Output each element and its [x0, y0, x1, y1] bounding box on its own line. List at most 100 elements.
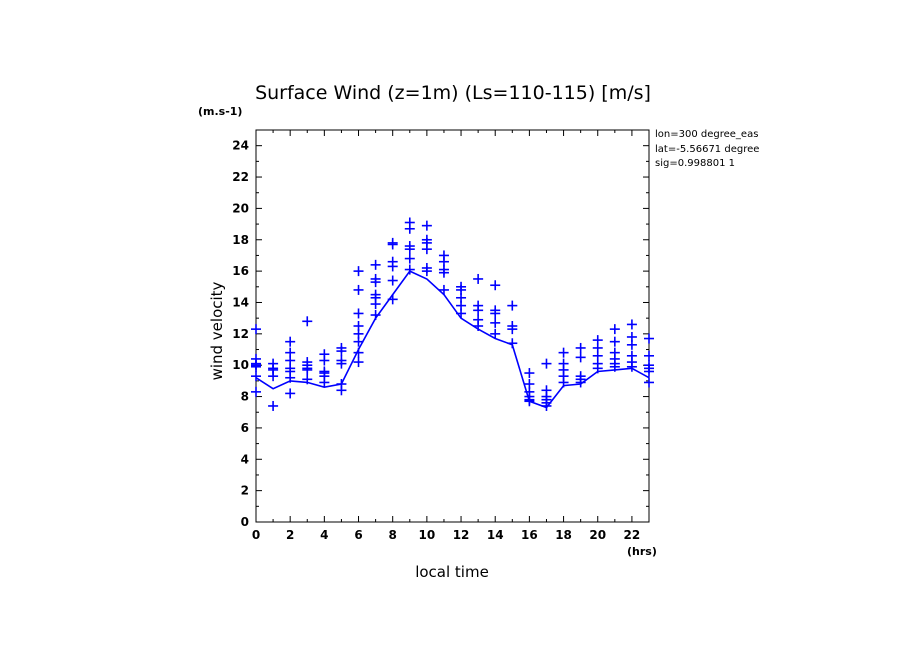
- plus-marker: [644, 377, 654, 388]
- y-unit-label: (m.s-1): [198, 105, 242, 118]
- plus-marker: [353, 336, 364, 347]
- plus-marker: [370, 259, 381, 270]
- plus-marker: [541, 400, 552, 411]
- info-line-sig: sig=0.998801 1: [655, 158, 735, 169]
- plus-marker: [285, 372, 296, 383]
- y-tick-label: 10: [232, 358, 249, 372]
- plus-marker: [524, 396, 535, 407]
- plus-marker: [507, 324, 518, 335]
- plus-marker: [438, 284, 449, 295]
- plus-marker: [626, 319, 637, 330]
- plus-marker: [370, 299, 381, 310]
- plus-marker: [524, 368, 535, 379]
- plus-marker: [490, 317, 501, 328]
- x-tick-label: 14: [487, 528, 504, 542]
- plus-marker: [302, 316, 313, 327]
- plus-marker: [268, 400, 279, 411]
- x-tick-label: 22: [624, 528, 641, 542]
- plus-marker: [251, 324, 261, 335]
- plus-marker: [353, 266, 364, 277]
- x-tick-label: 4: [320, 528, 328, 542]
- plus-marker: [251, 386, 261, 397]
- plus-marker: [473, 305, 484, 316]
- plus-marker: [507, 300, 518, 311]
- info-line-lon: lon=300 degree_eas: [655, 129, 758, 140]
- plus-marker: [370, 310, 381, 321]
- plus-marker: [558, 377, 569, 388]
- plus-marker: [285, 388, 296, 399]
- plus-marker: [473, 273, 484, 284]
- plus-marker: [438, 267, 449, 278]
- plus-marker: [609, 324, 620, 335]
- plus-marker: [319, 355, 330, 366]
- x-tick-label: 8: [389, 528, 397, 542]
- y-tick-label: 12: [232, 327, 249, 341]
- plus-marker: [370, 277, 381, 288]
- plus-marker: [421, 244, 432, 255]
- y-tick-label: 6: [241, 421, 249, 435]
- plus-marker: [387, 294, 398, 305]
- plus-marker: [404, 253, 415, 264]
- y-tick-label: 16: [232, 264, 249, 278]
- plus-marker: [353, 284, 364, 295]
- plus-marker: [421, 220, 432, 231]
- plus-marker: [473, 321, 484, 331]
- info-line-lat: lat=-5.56671 degree: [655, 144, 759, 155]
- plus-marker: [387, 275, 398, 286]
- plus-marker: [558, 347, 569, 358]
- x-tick-label: 12: [453, 528, 470, 542]
- plus-marker: [490, 280, 501, 291]
- x-tick-label: 20: [589, 528, 606, 542]
- y-tick-label: 24: [232, 139, 249, 153]
- mean-line: [255, 270, 650, 409]
- plus-marker: [336, 346, 347, 357]
- plus-marker: [336, 385, 347, 396]
- plus-marker: [387, 261, 398, 272]
- plus-marker: [456, 308, 467, 319]
- plus-marker: [575, 352, 586, 363]
- plus-marker: [387, 239, 398, 250]
- plus-marker: [404, 264, 415, 275]
- y-tick-label: 20: [232, 201, 249, 215]
- x-tick-label: 18: [555, 528, 572, 542]
- plus-marker: [302, 364, 313, 375]
- plot-frame: [255, 129, 650, 523]
- plus-marker: [609, 361, 620, 372]
- plus-marker: [285, 336, 296, 347]
- plus-marker: [353, 357, 364, 368]
- x-tick-label: 0: [252, 528, 260, 542]
- x-unit-label: (hrs): [627, 545, 657, 558]
- plus-marker: [609, 336, 620, 347]
- plus-marker: [507, 338, 518, 349]
- plus-marker: [626, 339, 637, 350]
- x-tick-label: 2: [286, 528, 294, 542]
- plus-marker: [353, 347, 364, 358]
- y-tick-label: 22: [232, 170, 249, 184]
- plus-marker: [251, 361, 261, 372]
- plus-marker: [490, 328, 501, 339]
- plus-marker: [592, 363, 603, 374]
- y-tick-label: 0: [241, 515, 249, 529]
- plus-marker: [644, 350, 654, 361]
- y-axis-title: wind velocity: [208, 281, 226, 380]
- y-tick-label: 18: [232, 233, 249, 247]
- plus-marker: [541, 358, 552, 369]
- plus-marker: [626, 361, 637, 372]
- plus-marker: [319, 377, 330, 388]
- plus-marker: [404, 244, 415, 255]
- x-tick-label: 16: [521, 528, 538, 542]
- plus-marker: [644, 333, 654, 344]
- plus-marker: [575, 377, 586, 388]
- y-tick-label: 8: [241, 390, 249, 404]
- data-marks: [251, 217, 654, 411]
- x-tick-label: 6: [354, 528, 362, 542]
- plus-marker: [251, 371, 261, 382]
- y-tick-label: 2: [241, 484, 249, 498]
- chart-title: Surface Wind (z=1m) (Ls=110-115) [m/s]: [255, 82, 651, 104]
- plus-marker: [353, 308, 364, 319]
- x-axis-title: local time: [415, 563, 489, 581]
- y-tick-label: 4: [241, 452, 249, 466]
- plus-marker: [302, 374, 313, 385]
